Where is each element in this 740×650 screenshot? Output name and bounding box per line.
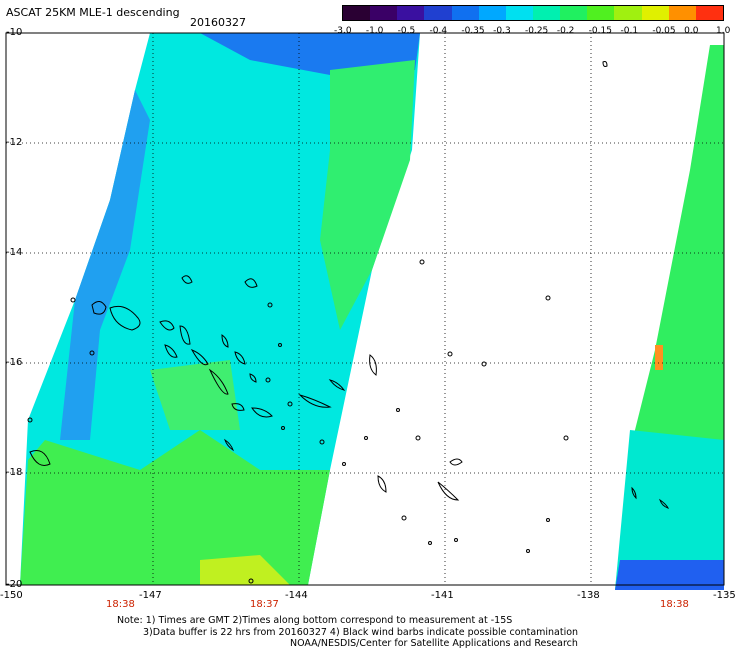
note-line-1: Note: 1) Times are GMT 2)Times along bot… [117, 615, 513, 626]
colorbar-swatch [451, 6, 479, 20]
colorbar-label: -1.0 [365, 26, 384, 36]
time-label: 18:38 [660, 599, 689, 610]
colorbar-label: -0.25 [525, 26, 549, 36]
swath-left-green-east [320, 60, 415, 330]
colorbar-label: -0.05 [652, 26, 676, 36]
colorbar-swatch [397, 6, 425, 20]
lon-label: -150 [0, 590, 23, 601]
lat-label: -10 [6, 27, 23, 38]
lat-label: -16 [6, 357, 23, 368]
colorbar-label: -0.5 [397, 26, 416, 36]
colorbar-swatch [668, 6, 696, 20]
swath-left-blue-edge [60, 90, 150, 440]
colorbar-swatch [478, 6, 506, 20]
swath-right-blue [615, 560, 724, 590]
colorbar-swatch [587, 6, 615, 20]
lon-label: -144 [285, 590, 308, 601]
note-line-2: 3)Data buffer is 22 hrs from 20160327 4)… [143, 627, 579, 638]
colorbar-label: -0.2 [556, 26, 575, 36]
lat-label: -18 [6, 467, 23, 478]
colorbar-label: 1.0 [716, 26, 731, 36]
note-line-3: NOAA/NESDIS/Center for Satellite Applica… [290, 638, 578, 649]
time-label: 18:38 [106, 599, 135, 610]
lat-label: -14 [6, 247, 23, 258]
lat-label: -12 [6, 137, 23, 148]
colorbar-swatch [505, 6, 533, 20]
chart-title: ASCAT 25KM MLE-1 descending [6, 6, 180, 19]
gridlines [6, 33, 724, 585]
swath-left-green-center [150, 360, 240, 430]
colorbar-label: 0.0 [684, 26, 699, 36]
island-outlines [27, 61, 669, 584]
plot-frame [5, 32, 725, 586]
swath-left-blue-top [200, 33, 420, 75]
lon-label: -147 [139, 590, 162, 601]
colorbar-swatch [343, 6, 371, 20]
colorbar-swatch [424, 6, 452, 20]
colorbar-swatch [614, 6, 642, 20]
lon-label: -138 [577, 590, 600, 601]
colorbar-label: -0.3 [493, 26, 511, 36]
colorbar-swatch [532, 6, 561, 20]
colorbar-label: -0.15 [588, 26, 612, 36]
colorbar [342, 5, 724, 21]
lon-label: -135 [713, 590, 736, 601]
colorbar-swatch [370, 6, 398, 20]
time-label: 18:37 [250, 599, 279, 610]
lat-label: -20 [6, 579, 23, 590]
colorbar-label: -3.0 [334, 26, 352, 36]
swath-right-orange [655, 345, 663, 370]
chart-date: 20160327 [190, 16, 246, 29]
colorbar-swatch [695, 6, 723, 20]
lon-label: -141 [431, 590, 454, 601]
colorbar-label: -0.35 [461, 26, 485, 36]
swath-right-cyan [615, 430, 724, 590]
colorbar-swatch [560, 6, 588, 20]
swath-left-green-south [20, 430, 330, 585]
colorbar-label: -0.1 [620, 26, 639, 36]
colorbar-label: -0.4 [429, 26, 448, 36]
colorbar-swatch [641, 6, 669, 20]
swath-left-yellow [200, 555, 290, 585]
